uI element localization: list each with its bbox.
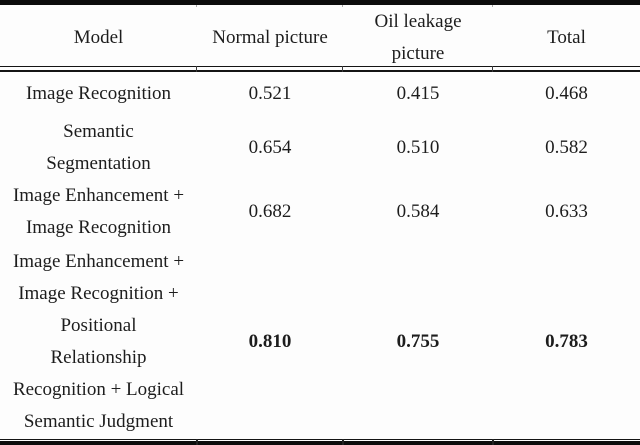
column-divider-tick bbox=[492, 5, 493, 7]
model-name: Image Enhancement + Image Recognition + … bbox=[12, 251, 185, 432]
table-row-enhancement-recognition: Image Enhancement + Image Recognition 0.… bbox=[0, 179, 640, 245]
header-model: Model bbox=[73, 26, 124, 48]
total-value: 0.468 bbox=[545, 83, 588, 104]
total-value: 0.633 bbox=[545, 201, 588, 222]
normal-picture-value: 0.682 bbox=[248, 201, 292, 222]
table-header-row: Model Normal picture Oil leakage picture… bbox=[0, 5, 640, 66]
total-value: 0.582 bbox=[545, 136, 588, 158]
header-normal-picture: Normal picture bbox=[212, 26, 328, 48]
table-row-full-pipeline: Image Enhancement + Image Recognition + … bbox=[0, 245, 640, 439]
normal-picture-value: 0.810 bbox=[248, 331, 292, 352]
table-bottom-border bbox=[0, 439, 640, 445]
column-divider-tick bbox=[492, 439, 494, 445]
total-value: 0.783 bbox=[545, 331, 588, 352]
column-divider-tick bbox=[342, 439, 344, 445]
model-name: Image Recognition bbox=[25, 83, 172, 104]
table-row-image-recognition: Image Recognition 0.521 0.415 0.468 bbox=[0, 72, 640, 116]
table-top-border bbox=[0, 0, 640, 7]
header-oil-leakage-picture: Oil leakage picture bbox=[374, 10, 462, 64]
normal-picture-value: 0.654 bbox=[248, 136, 292, 158]
column-divider-tick bbox=[196, 66, 197, 72]
column-divider-tick bbox=[196, 5, 197, 7]
table-row-semantic-segmentation: Semantic Segmentation 0.654 0.510 0.582 bbox=[0, 116, 640, 179]
header-separator-rule bbox=[0, 66, 640, 72]
oil-leakage-picture-value: 0.415 bbox=[396, 83, 440, 104]
normal-picture-value: 0.521 bbox=[248, 83, 292, 104]
column-divider-tick bbox=[342, 66, 343, 72]
column-divider-tick bbox=[492, 66, 493, 72]
column-divider-tick bbox=[342, 5, 343, 7]
oil-leakage-picture-value: 0.510 bbox=[396, 136, 440, 158]
model-name: Image Enhancement + Image Recognition bbox=[12, 185, 185, 238]
header-total: Total bbox=[547, 26, 586, 48]
model-name: Semantic Segmentation bbox=[46, 120, 151, 174]
oil-leakage-picture-value: 0.755 bbox=[396, 331, 440, 352]
oil-leakage-picture-value: 0.584 bbox=[396, 201, 440, 222]
column-divider-tick bbox=[196, 439, 198, 445]
